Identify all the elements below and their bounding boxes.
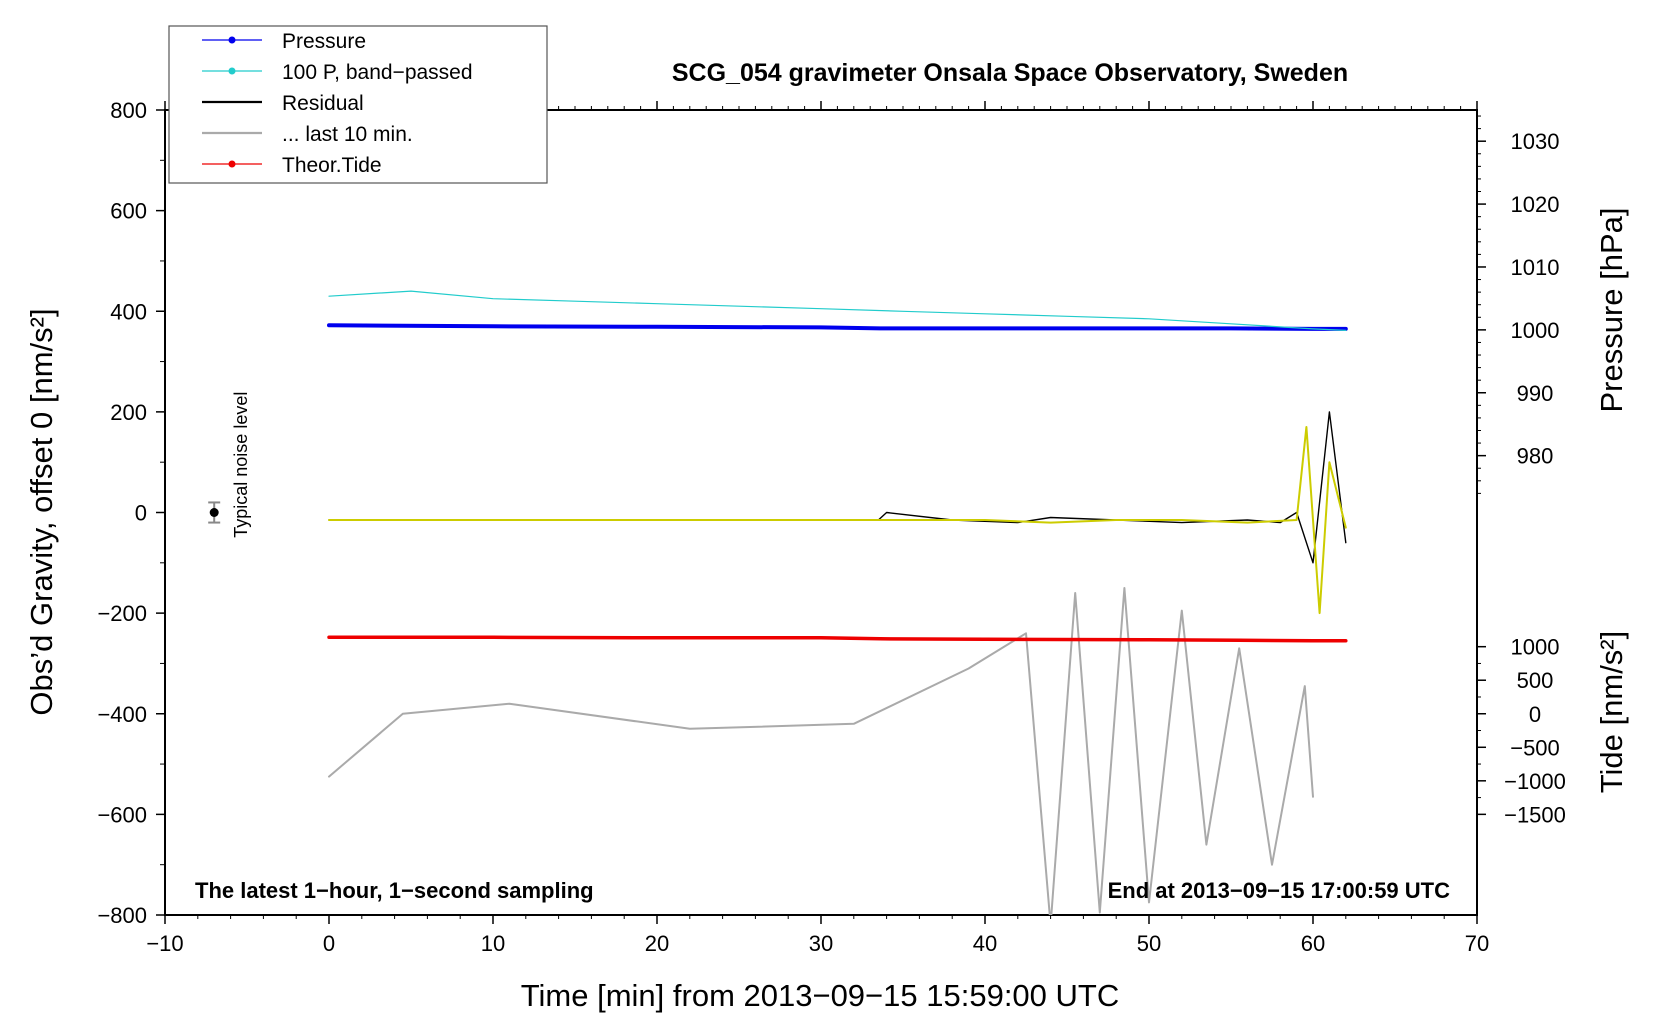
- tide-tick-label: 500: [1517, 668, 1554, 693]
- legend-label: ... last 10 min.: [282, 123, 413, 146]
- x-tick-label: 20: [645, 931, 669, 956]
- y-tick-label-left: 800: [110, 98, 147, 123]
- legend-marker: [228, 160, 236, 168]
- x-tick-label: 50: [1137, 931, 1161, 956]
- tide-tick-label: −1000: [1504, 769, 1566, 794]
- chart-title: SCG_054 gravimeter Onsala Space Observat…: [672, 59, 1348, 87]
- pressure-tick-label: 1000: [1511, 318, 1560, 343]
- legend-label: Theor.Tide: [282, 154, 382, 177]
- pressure-tick-label: 980: [1517, 444, 1554, 469]
- legend-label: Residual: [282, 92, 364, 115]
- series-residual-band-passed: [328, 426, 1347, 615]
- y-axis-title-tide: Tide [nm/s²]: [1594, 631, 1629, 794]
- y-tick-label-left: −600: [97, 802, 147, 827]
- pressure-tick-label: 1030: [1511, 129, 1560, 154]
- legend-box: [168, 25, 548, 184]
- noise-point: [209, 508, 219, 517]
- x-axis-title: Time [min] from 2013−09−15 15:59:00 UTC: [521, 978, 1120, 1013]
- sampling-note: The latest 1−hour, 1−second sampling: [195, 878, 594, 903]
- pressure-tick-label: 990: [1517, 381, 1554, 406]
- x-tick-label: −10: [146, 931, 183, 956]
- legend-marker: [228, 67, 236, 75]
- y-tick-label-left: 200: [110, 400, 147, 425]
- pressure-tick-label: 1010: [1511, 255, 1560, 280]
- legend-label: 100 P, band−passed: [282, 61, 473, 84]
- tide-tick-label: −1500: [1504, 802, 1566, 827]
- x-tick-label: 60: [1301, 931, 1325, 956]
- pressure-tick-label: 1020: [1511, 192, 1560, 217]
- tide-tick-label: 1000: [1511, 635, 1560, 660]
- y-tick-label-left: −400: [97, 702, 147, 727]
- tide-tick-label: −500: [1510, 735, 1560, 760]
- y-axis-title-pressure: Pressure [hPa]: [1594, 207, 1629, 412]
- tide-tick-label: 0: [1529, 702, 1541, 727]
- x-tick-label: 10: [481, 931, 505, 956]
- y-tick-label-left: −200: [97, 601, 147, 626]
- noise-label: Typical noise level: [231, 392, 251, 538]
- legend-label: Pressure: [282, 30, 366, 53]
- end-time-note: End at 2013−09−15 17:00:59 UTC: [1108, 878, 1451, 903]
- y-axis-title-left: Obs’d Gravity, offset 0 [nm/s²]: [24, 308, 59, 715]
- y-tick-label-left: −800: [97, 903, 147, 928]
- series-pressure: [327, 323, 1348, 331]
- legend: Pressure 100 P, band−passed Residual ... la…: [168, 25, 548, 184]
- legend-marker: [228, 36, 236, 44]
- x-tick-label: 0: [323, 931, 335, 956]
- x-tick-label: 30: [809, 931, 833, 956]
- x-tick-label: 70: [1465, 931, 1489, 956]
- x-tick-label: 40: [973, 931, 997, 956]
- series-theor-tide: [327, 635, 1348, 643]
- y-tick-label-left: 0: [135, 501, 147, 526]
- series-100-p-band-passed: [328, 290, 1347, 331]
- y-tick-label-left: 400: [110, 299, 147, 324]
- y-tick-label-left: 600: [110, 199, 147, 224]
- series-last-10-min: [328, 587, 1314, 915]
